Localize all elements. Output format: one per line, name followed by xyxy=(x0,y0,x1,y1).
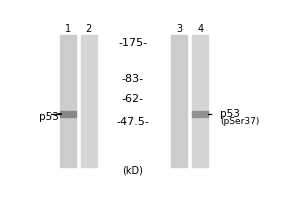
Text: 3: 3 xyxy=(176,24,182,34)
Text: (pSer37): (pSer37) xyxy=(220,117,260,126)
Text: -175-: -175- xyxy=(118,38,147,48)
Bar xyxy=(80,35,97,167)
Bar xyxy=(192,35,208,167)
Text: -47.5-: -47.5- xyxy=(116,117,149,127)
Text: p53: p53 xyxy=(220,109,240,119)
Text: -62-: -62- xyxy=(122,94,144,104)
Bar xyxy=(171,35,188,167)
Text: (kD): (kD) xyxy=(122,165,143,175)
Bar xyxy=(60,111,76,117)
Text: -83-: -83- xyxy=(122,74,144,84)
Text: 2: 2 xyxy=(85,24,92,34)
Text: 1: 1 xyxy=(65,24,71,34)
Bar xyxy=(192,111,208,117)
Text: p53: p53 xyxy=(39,112,58,122)
Text: 4: 4 xyxy=(197,24,203,34)
Bar xyxy=(60,35,76,167)
